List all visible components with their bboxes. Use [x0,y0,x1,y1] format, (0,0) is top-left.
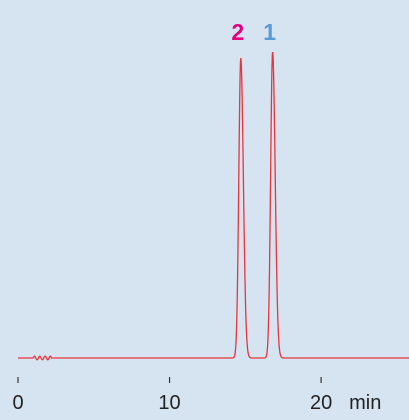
chromatogram-trace [18,51,409,361]
x-axis-unit: min [349,392,381,414]
x-tick-label-10: 10 [158,392,180,414]
peak-label-1: 1 [263,19,276,45]
trace-layer [18,51,409,361]
x-axis-ticks: 0 10 20 min [12,377,381,414]
x-tick-label-0: 0 [12,392,23,414]
peak-label-2: 2 [231,19,244,45]
x-tick-label-20: 20 [310,392,332,414]
